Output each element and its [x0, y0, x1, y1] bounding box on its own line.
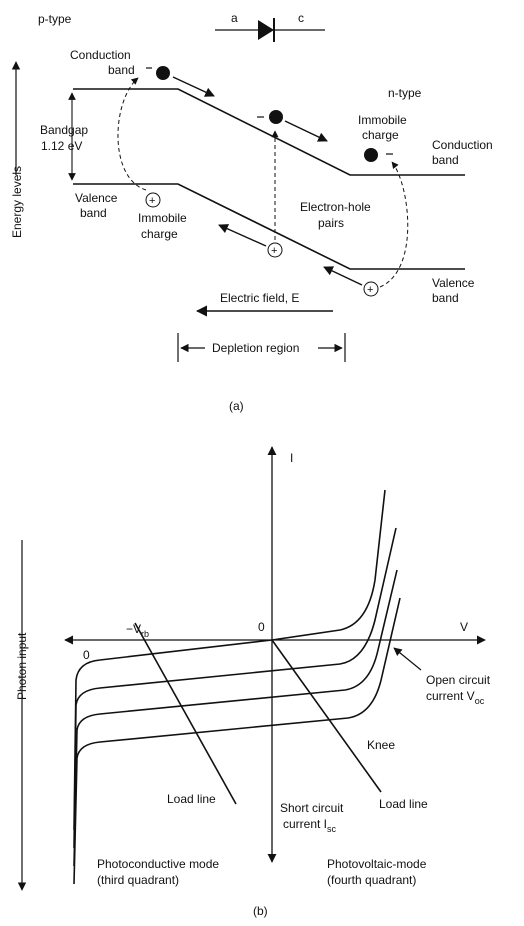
valence-band-right-label-2: band: [432, 291, 459, 305]
excitation-arrow-right: [379, 161, 409, 288]
iv-characteristic: I V 0 0 −Vrb Photon input Open circuit c…: [15, 446, 491, 918]
load-line-left: [134, 622, 237, 805]
conduction-band-right-label: Conduction: [432, 138, 493, 152]
photon-input-label: Photon input: [15, 632, 29, 700]
iv-curve-1: [73, 527, 397, 849]
v-axis-label: V: [460, 620, 468, 634]
open-circuit-label: Open circuit: [426, 673, 491, 687]
conduction-band-left-label: Conduction: [70, 48, 131, 62]
immobile-hole: +: [145, 192, 161, 208]
valence-band-line: [73, 183, 465, 270]
immobile-charge-right-label: Immobile: [358, 113, 407, 127]
electron-hole-label: Electron-hole: [300, 200, 371, 214]
electron-hole-label-2: pairs: [318, 216, 344, 230]
immobile-charge-right-label-2: charge: [362, 128, 399, 142]
photovoltaic-mode-label: Photovoltaic-mode: [327, 857, 427, 871]
iv-curve-3: [73, 597, 401, 885]
excitation-arrow-left: [117, 77, 147, 191]
photovoltaic-mode-label-2: (fourth quadrant): [327, 873, 416, 887]
depletion-region-marker: [177, 333, 346, 362]
immobile-electron: [364, 148, 393, 162]
electron-2: [257, 110, 328, 142]
short-circuit-label-2: current Isc: [283, 817, 337, 834]
knee-label: Knee: [367, 738, 395, 752]
cathode-label: c: [298, 11, 304, 25]
immobile-charge-left-label: Immobile: [138, 211, 187, 225]
bandgap-label: Bandgap: [40, 123, 88, 137]
photoconductive-mode-label: Photoconductive mode: [97, 857, 219, 871]
immobile-charge-left-label-2: charge: [141, 227, 178, 241]
conduction-band-line: [73, 88, 465, 176]
plus-icon: +: [367, 284, 373, 296]
conduction-band-left-label-2: band: [108, 63, 135, 77]
diode-triangle-icon: [258, 20, 274, 40]
origin-label: 0: [258, 620, 265, 634]
iv-curve-2: [73, 569, 398, 867]
electron-1: [146, 66, 215, 97]
caption-b: (b): [253, 904, 268, 918]
zero-left-label: 0: [83, 648, 90, 662]
open-circuit-pointer: [393, 647, 422, 671]
iv-curve-dark: [73, 489, 386, 831]
band-diagram: p-type n-type a c Energy levels Bandgap …: [10, 11, 493, 413]
hole-2: +: [323, 266, 379, 297]
plus-icon: +: [149, 195, 155, 207]
conduction-band-right-label-2: band: [432, 153, 459, 167]
load-line-right-label: Load line: [379, 797, 428, 811]
valence-band-left-label-2: band: [80, 206, 107, 220]
valence-band-left-label: Valence: [75, 191, 118, 205]
i-axis-label: I: [290, 451, 293, 465]
p-type-label: p-type: [38, 12, 72, 26]
vrb-label: −Vrb: [126, 622, 149, 639]
load-line-left-label: Load line: [167, 792, 216, 806]
bandgap-value: 1.12 eV: [41, 139, 82, 153]
short-circuit-label: Short circuit: [280, 801, 344, 815]
energy-levels-label: Energy levels: [10, 166, 24, 238]
hole-1: +: [218, 224, 283, 258]
photoconductive-mode-label-2: (third quadrant): [97, 873, 179, 887]
caption-a: (a): [229, 399, 244, 413]
open-circuit-label-2: current Voc: [426, 689, 485, 706]
load-line-right: [271, 639, 382, 793]
electric-field-label: Electric field, E: [220, 291, 299, 305]
valence-band-right-label: Valence: [432, 276, 475, 290]
n-type-label: n-type: [388, 86, 422, 100]
anode-label: a: [231, 11, 238, 25]
diode-symbol: a c: [215, 11, 325, 42]
depletion-region-label: Depletion region: [212, 341, 299, 355]
plus-icon: +: [271, 245, 277, 257]
